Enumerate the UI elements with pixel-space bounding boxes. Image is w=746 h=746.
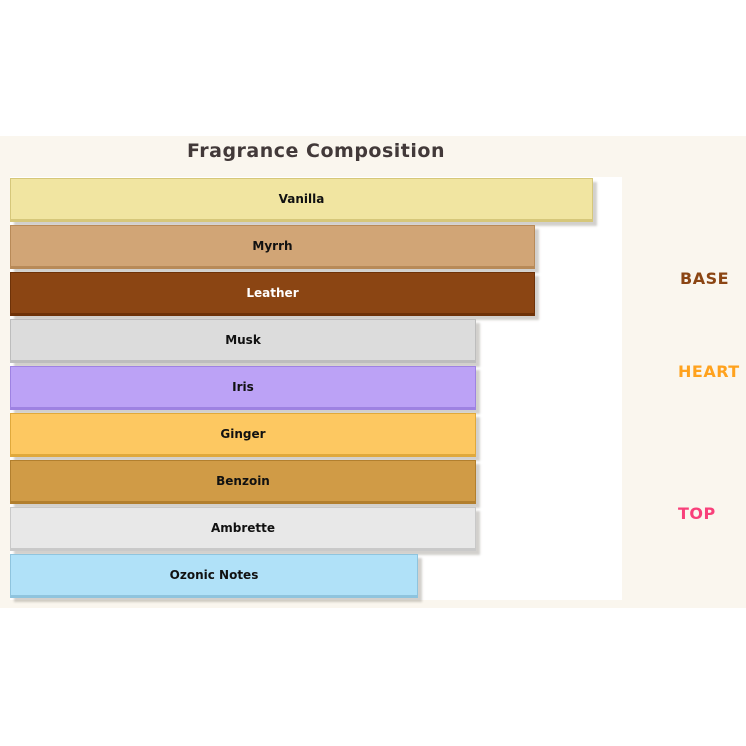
bar-musk: Musk [10, 319, 476, 363]
bar-vanilla: Vanilla [10, 178, 593, 222]
bar-leather: Leather [10, 272, 535, 316]
bar-label: Musk [225, 333, 261, 347]
bar-label: Myrrh [252, 239, 293, 253]
bar-label: Leather [246, 286, 299, 300]
bar-ginger: Ginger [10, 413, 476, 457]
bar-label: Ginger [220, 427, 266, 441]
bar-label: Vanilla [278, 192, 325, 206]
bar-ambrette: Ambrette [10, 507, 476, 551]
bar-label: Benzoin [216, 474, 270, 488]
group-label-base: BASE [680, 269, 730, 288]
group-label-heart: HEART [678, 362, 740, 381]
plot-area: Vanilla Myrrh Leather Musk Iris Ginger Benzoin… [10, 177, 622, 600]
chart-title: Fragrance Composition [187, 140, 445, 162]
bar-myrrh: Myrrh [10, 225, 535, 269]
group-label-top: TOP [678, 504, 716, 523]
bar-benzoin: Benzoin [10, 460, 476, 504]
fragrance-composition-chart: Fragrance Composition Vanilla Myrrh Leathe… [0, 136, 746, 608]
bar-iris: Iris [10, 366, 476, 410]
bar-label: Iris [232, 380, 254, 394]
bar-label: Ambrette [210, 521, 276, 535]
bar-ozonic-notes: Ozonic Notes [10, 554, 418, 598]
bar-label: Ozonic Notes [169, 568, 259, 582]
